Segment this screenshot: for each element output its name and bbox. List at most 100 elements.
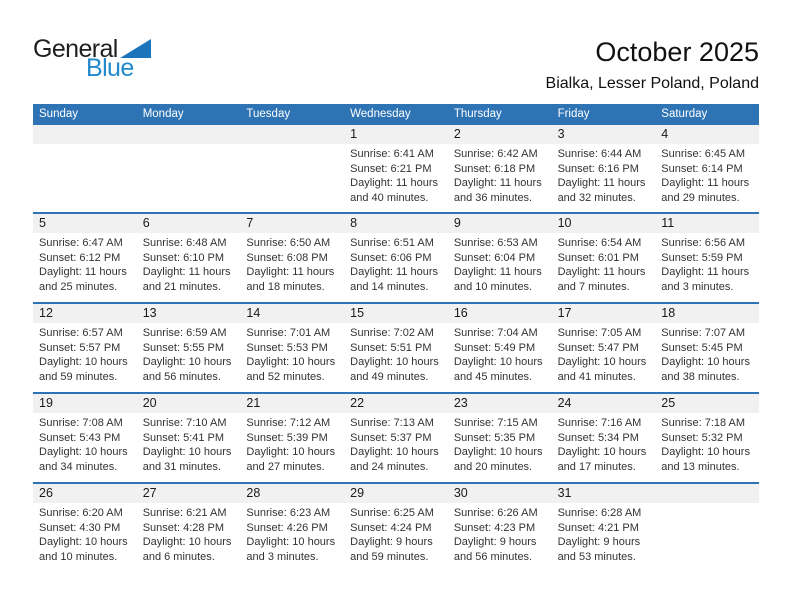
sunset-label: Sunset: — [661, 162, 699, 175]
day-cell: Sunrise: 6:54 AM Sunset: 6:01 PM Daylight:… — [552, 233, 656, 294]
daylight-label: Daylight: — [246, 536, 290, 548]
day-number: 5 — [39, 216, 46, 230]
day-cell: Sunrise: 6:53 AM Sunset: 6:04 PM Daylight:… — [448, 233, 552, 294]
day-cell: Sunrise: 7:18 AM Sunset: 5:32 PM Daylight:… — [655, 413, 759, 474]
daylight-label: Daylight: — [453, 266, 497, 278]
sunrise-line: Sunrise: 7:16 AM — [558, 416, 652, 431]
sunrise-value: 7:10 AM — [186, 417, 227, 429]
sunset-line: Sunset: 5:41 PM — [143, 431, 237, 446]
day-number: 25 — [661, 396, 676, 410]
sunset-value: 6:06 PM — [390, 251, 432, 264]
sunrise-value: 6:26 AM — [497, 507, 538, 519]
sunrise-label: Sunrise: — [557, 507, 598, 519]
daylight-line: Daylight: 10 hours and 20 minutes. — [454, 445, 548, 474]
daylight-value: 11 hours and 18 minutes. — [246, 266, 335, 293]
daylight-line: Daylight: 11 hours and 25 minutes. — [39, 265, 133, 294]
week-body: Sunrise: 6:47 AM Sunset: 6:12 PM Daylight:… — [33, 233, 759, 294]
sunset-label: Sunset: — [39, 521, 77, 534]
sunrise-value: 6:56 AM — [704, 237, 746, 249]
day-number: 12 — [39, 306, 53, 320]
weekday-header-sunday: Sunday — [39, 108, 79, 120]
day-cell: Sunrise: 6:57 AM Sunset: 5:57 PM Daylight:… — [33, 323, 137, 384]
daylight-line: Daylight: 10 hours and 10 minutes. — [39, 535, 133, 564]
day-cell: Sunrise: 6:47 AM Sunset: 6:12 PM Daylight:… — [33, 233, 137, 294]
daylight-label: Daylight: — [142, 356, 186, 368]
weekday-header-saturday: Saturday — [661, 108, 708, 120]
sunrise-value: 7:18 AM — [704, 417, 746, 429]
day-number: 19 — [39, 396, 53, 410]
day-number: 8 — [350, 216, 358, 230]
sunrise-line: Sunrise: 6:51 AM — [350, 236, 444, 251]
sunrise-line: Sunrise: 7:15 AM — [454, 416, 548, 431]
daylight-value: 10 hours and 3 minutes. — [246, 536, 336, 563]
sunrise-line: Sunrise: 7:07 AM — [661, 326, 755, 341]
week-body: Sunrise: 6:20 AM Sunset: 4:30 PM Daylight:… — [33, 503, 759, 564]
daylight-label: Daylight: — [661, 266, 705, 278]
week-row: 1 2 3 4 Sunrise: 6:41 AM Sunset: 6:21 PM Dayli… — [33, 125, 759, 212]
sunset-label: Sunset: — [246, 431, 284, 444]
sunset-value: 5:41 PM — [183, 431, 225, 444]
daylight-label: Daylight: — [142, 536, 186, 548]
day-number: 21 — [246, 396, 261, 410]
sunrise-value: 6:59 AM — [186, 327, 227, 339]
daylight-label: Daylight: — [246, 356, 290, 368]
day-number: 26 — [39, 486, 53, 500]
week-body: Sunrise: 6:57 AM Sunset: 5:57 PM Daylight:… — [33, 323, 759, 384]
sunset-label: Sunset: — [350, 162, 388, 175]
empty-cell — [655, 503, 759, 564]
day-cell: Sunrise: 6:48 AM Sunset: 6:10 PM Daylight:… — [137, 233, 241, 294]
day-number: 6 — [142, 216, 150, 230]
sunrise-line: Sunrise: 6:41 AM — [350, 147, 444, 162]
daylight-line: Daylight: 10 hours and 52 minutes. — [246, 355, 340, 384]
daylight-value: 10 hours and 52 minutes. — [246, 356, 336, 383]
sunrise-line: Sunrise: 7:04 AM — [454, 326, 548, 341]
sunset-label: Sunset: — [350, 521, 388, 534]
sunrise-value: 7:08 AM — [82, 417, 123, 429]
day-number: 30 — [453, 486, 468, 500]
day-cell: Sunrise: 7:04 AM Sunset: 5:49 PM Daylight:… — [448, 323, 552, 384]
daylight-line: Daylight: 10 hours and 38 minutes. — [661, 355, 755, 384]
sunset-line: Sunset: 4:30 PM — [39, 521, 133, 536]
sunset-value: 6:04 PM — [494, 251, 536, 264]
daylight-line: Daylight: 10 hours and 49 minutes. — [350, 355, 444, 384]
daylight-value: 10 hours and 6 minutes. — [142, 536, 232, 563]
sunset-line: Sunset: 5:32 PM — [661, 431, 755, 446]
sunset-value: 4:21 PM — [597, 521, 639, 534]
daylight-label: Daylight: — [350, 536, 393, 548]
sunrise-value: 6:21 AM — [186, 507, 227, 519]
title-block: October 2025 Bialka, Lesser Poland, Pola… — [546, 37, 759, 93]
sunset-value: 5:34 PM — [597, 431, 639, 444]
day-cell: Sunrise: 6:41 AM Sunset: 6:21 PM Daylight:… — [344, 144, 448, 205]
daylight-label: Daylight: — [350, 446, 393, 458]
sunrise-value: 6:45 AM — [704, 148, 746, 160]
sunset-line: Sunset: 6:04 PM — [454, 251, 548, 266]
daylight-value: 9 hours and 53 minutes. — [557, 536, 641, 563]
daylight-value: 11 hours and 3 minutes. — [661, 266, 750, 293]
day-number: 2 — [453, 127, 461, 141]
sunset-value: 6:14 PM — [701, 162, 743, 175]
day-number: 16 — [453, 306, 468, 320]
daylight-label: Daylight: — [661, 356, 705, 368]
daylight-line: Daylight: 11 hours and 14 minutes. — [350, 265, 444, 294]
sunrise-line: Sunrise: 6:50 AM — [246, 236, 340, 251]
sunrise-label: Sunrise: — [557, 148, 598, 160]
sunrise-line: Sunrise: 7:02 AM — [350, 326, 444, 341]
day-cell: Sunrise: 6:23 AM Sunset: 4:26 PM Daylight:… — [240, 503, 344, 564]
day-number: 22 — [350, 396, 365, 410]
sunrise-value: 6:57 AM — [82, 327, 123, 339]
daylight-value: 10 hours and 10 minutes. — [39, 536, 128, 563]
day-cell: Sunrise: 6:51 AM Sunset: 6:06 PM Daylight:… — [344, 233, 448, 294]
sunrise-label: Sunrise: — [661, 327, 702, 339]
sunrise-label: Sunrise: — [557, 417, 598, 429]
weekday-header-monday: Monday — [142, 108, 184, 120]
sunrise-label: Sunrise: — [350, 507, 391, 519]
daylight-line: Daylight: 11 hours and 32 minutes. — [558, 176, 652, 205]
sunset-label: Sunset: — [557, 251, 595, 264]
sunrise-line: Sunrise: 6:23 AM — [246, 506, 340, 521]
sunset-value: 5:37 PM — [390, 431, 432, 444]
sunset-line: Sunset: 5:47 PM — [558, 341, 652, 356]
week-row: 12 13 14 15 16 17 18 Sunrise: 6:57 AM Sunset: 5:… — [33, 302, 759, 392]
day-cell: Sunrise: 7:15 AM Sunset: 5:35 PM Daylight:… — [448, 413, 552, 474]
sunrise-line: Sunrise: 6:25 AM — [350, 506, 444, 521]
sunset-label: Sunset: — [142, 341, 181, 354]
